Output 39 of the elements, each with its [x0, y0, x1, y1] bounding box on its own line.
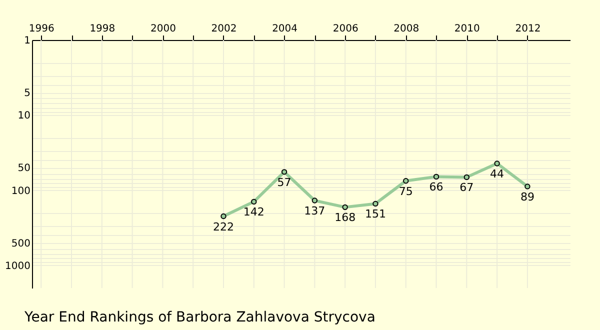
- data-label: 89: [520, 190, 534, 204]
- data-label: 57: [277, 176, 292, 189]
- point: [342, 204, 348, 210]
- x-tick-label: 2008: [394, 24, 420, 34]
- y-tick-label: 100: [11, 186, 30, 197]
- data-label: 44: [490, 167, 504, 180]
- y-tick-label: 10: [18, 110, 30, 122]
- y-tick-label: 1000: [5, 260, 30, 272]
- y-tick-label: 5: [24, 88, 30, 100]
- point: [494, 160, 500, 166]
- data-label: 222: [212, 220, 234, 234]
- data-label: 151: [364, 208, 386, 221]
- y-tick-label: 1: [24, 36, 30, 46]
- point: [220, 213, 226, 220]
- point: [251, 198, 257, 205]
- data-label: 67: [460, 181, 474, 194]
- x-tick-label: 2002: [211, 24, 237, 34]
- data-label: 168: [334, 211, 356, 224]
- y-tick-label: 500: [11, 238, 30, 250]
- x-tick-label: 1998: [90, 24, 116, 34]
- point: [281, 169, 288, 175]
- point: [372, 200, 378, 207]
- data-label: 142: [243, 206, 264, 219]
- x-tick-label: 2006: [332, 24, 358, 34]
- data-label: 66: [429, 180, 444, 194]
- point: [433, 174, 440, 180]
- x-tick-label: 2012: [515, 24, 541, 34]
- point: [524, 184, 530, 190]
- data-label: 75: [398, 184, 413, 198]
- point: [464, 174, 470, 180]
- point: [312, 198, 318, 204]
- data-label: 137: [304, 204, 326, 218]
- x-tick-label: 2004: [272, 24, 298, 34]
- point: [403, 178, 409, 184]
- x-tick-label: 2000: [150, 24, 176, 34]
- x-tick-label: 2010: [454, 24, 480, 34]
- y-tick-label: 50: [18, 163, 30, 174]
- text: Year End Rankings of Barbora Zahlavova Strycova: [24, 310, 376, 326]
- x-tick-label: 1996: [28, 24, 54, 34]
